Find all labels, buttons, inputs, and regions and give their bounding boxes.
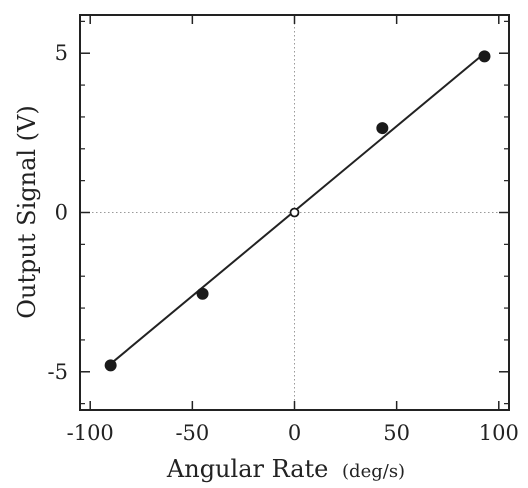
data-point <box>376 122 389 135</box>
x-axis-ticks: -100 -50 0 50 100 <box>67 15 519 445</box>
data-points <box>104 50 491 372</box>
y-tick-label: 5 <box>55 41 68 65</box>
x-tick-label: -50 <box>175 421 209 445</box>
plot-frame <box>79 14 510 411</box>
data-point <box>289 207 300 218</box>
y-axis-ticks: -5 0 5 <box>48 41 509 384</box>
y-axis-title: Output Signal (V) <box>13 105 41 318</box>
y-tick-label: -5 <box>48 360 68 384</box>
data-point <box>478 50 491 63</box>
x-tick-label: 100 <box>479 421 519 445</box>
x-tick-label: 50 <box>383 421 410 445</box>
x-axis-unit: (deg/s) <box>342 461 405 482</box>
y-tick-label: 0 <box>55 201 68 225</box>
data-point <box>104 359 117 372</box>
x-tick-label: 0 <box>288 421 301 445</box>
fit-line <box>110 52 486 365</box>
data-point <box>196 287 209 300</box>
x-axis-title: Angular Rate (deg/s) <box>166 455 405 483</box>
x-tick-label: -100 <box>67 421 114 445</box>
